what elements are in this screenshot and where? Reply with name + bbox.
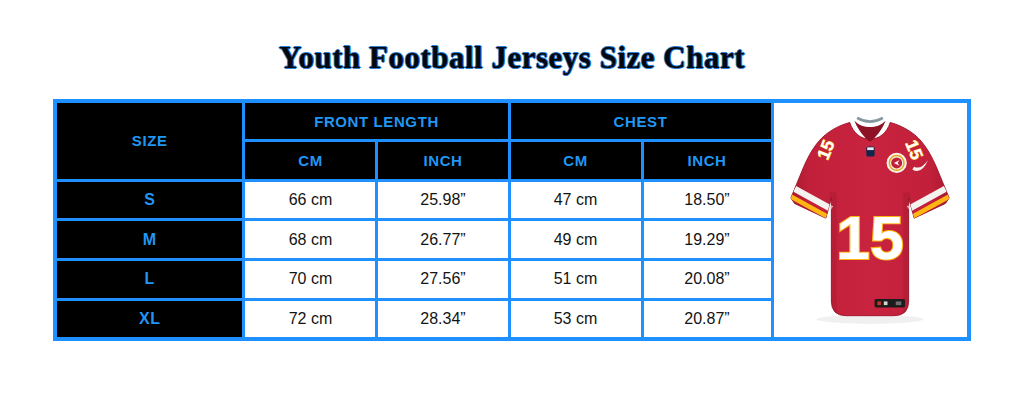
front-length-inch: 28.34” <box>377 299 509 339</box>
chest-inch: 19.29” <box>642 220 772 260</box>
chest-cm: 53 cm <box>509 299 642 339</box>
size-label: M <box>55 220 244 260</box>
front-length-cm: 72 cm <box>244 299 377 339</box>
subheader-front-cm: CM <box>244 141 377 181</box>
nfl-shield-top <box>867 147 873 150</box>
jersey-number: 15 <box>836 204 904 272</box>
front-length-inch: 25.98” <box>377 180 509 220</box>
chest-inch: 20.87” <box>642 299 772 339</box>
jock-tag-mark-3 <box>896 301 902 305</box>
chest-inch: 20.08” <box>642 260 772 300</box>
header-row-1: SIZE FRONT LENGTH CHEST <box>55 101 969 141</box>
size-label: S <box>55 180 244 220</box>
jersey-shadow <box>817 315 924 324</box>
jersey-photo-cell: 15 15 15 <box>772 101 969 339</box>
front-length-inch: 27.56” <box>377 260 509 300</box>
size-chart-table: SIZE FRONT LENGTH CHEST <box>53 99 971 341</box>
chest-cm: 49 cm <box>509 220 642 260</box>
front-length-cm: 66 cm <box>244 180 377 220</box>
jersey-image: 15 15 15 <box>776 105 966 335</box>
header-size: SIZE <box>55 101 244 180</box>
subheader-front-inch: INCH <box>377 141 509 181</box>
front-length-cm: 68 cm <box>244 220 377 260</box>
page-title: Youth Football Jerseys Size Chart <box>0 40 1024 76</box>
size-label: L <box>55 260 244 300</box>
front-length-cm: 70 cm <box>244 260 377 300</box>
subheader-chest-inch: INCH <box>642 141 772 181</box>
football-jersey-graphic: 15 15 15 <box>778 105 962 335</box>
size-label: XL <box>55 299 244 339</box>
chest-cm: 47 cm <box>509 180 642 220</box>
header-front-length: FRONT LENGTH <box>244 101 509 141</box>
jersey-side-panel-right <box>903 192 910 315</box>
chest-cm: 51 cm <box>509 260 642 300</box>
subheader-chest-cm: CM <box>509 141 642 181</box>
jock-tag-mark-1 <box>878 301 882 305</box>
jock-tag-mark-2 <box>884 301 888 305</box>
front-length-inch: 26.77” <box>377 220 509 260</box>
header-chest: CHEST <box>509 101 772 141</box>
collar-trim <box>857 118 883 122</box>
chest-inch: 18.50” <box>642 180 772 220</box>
